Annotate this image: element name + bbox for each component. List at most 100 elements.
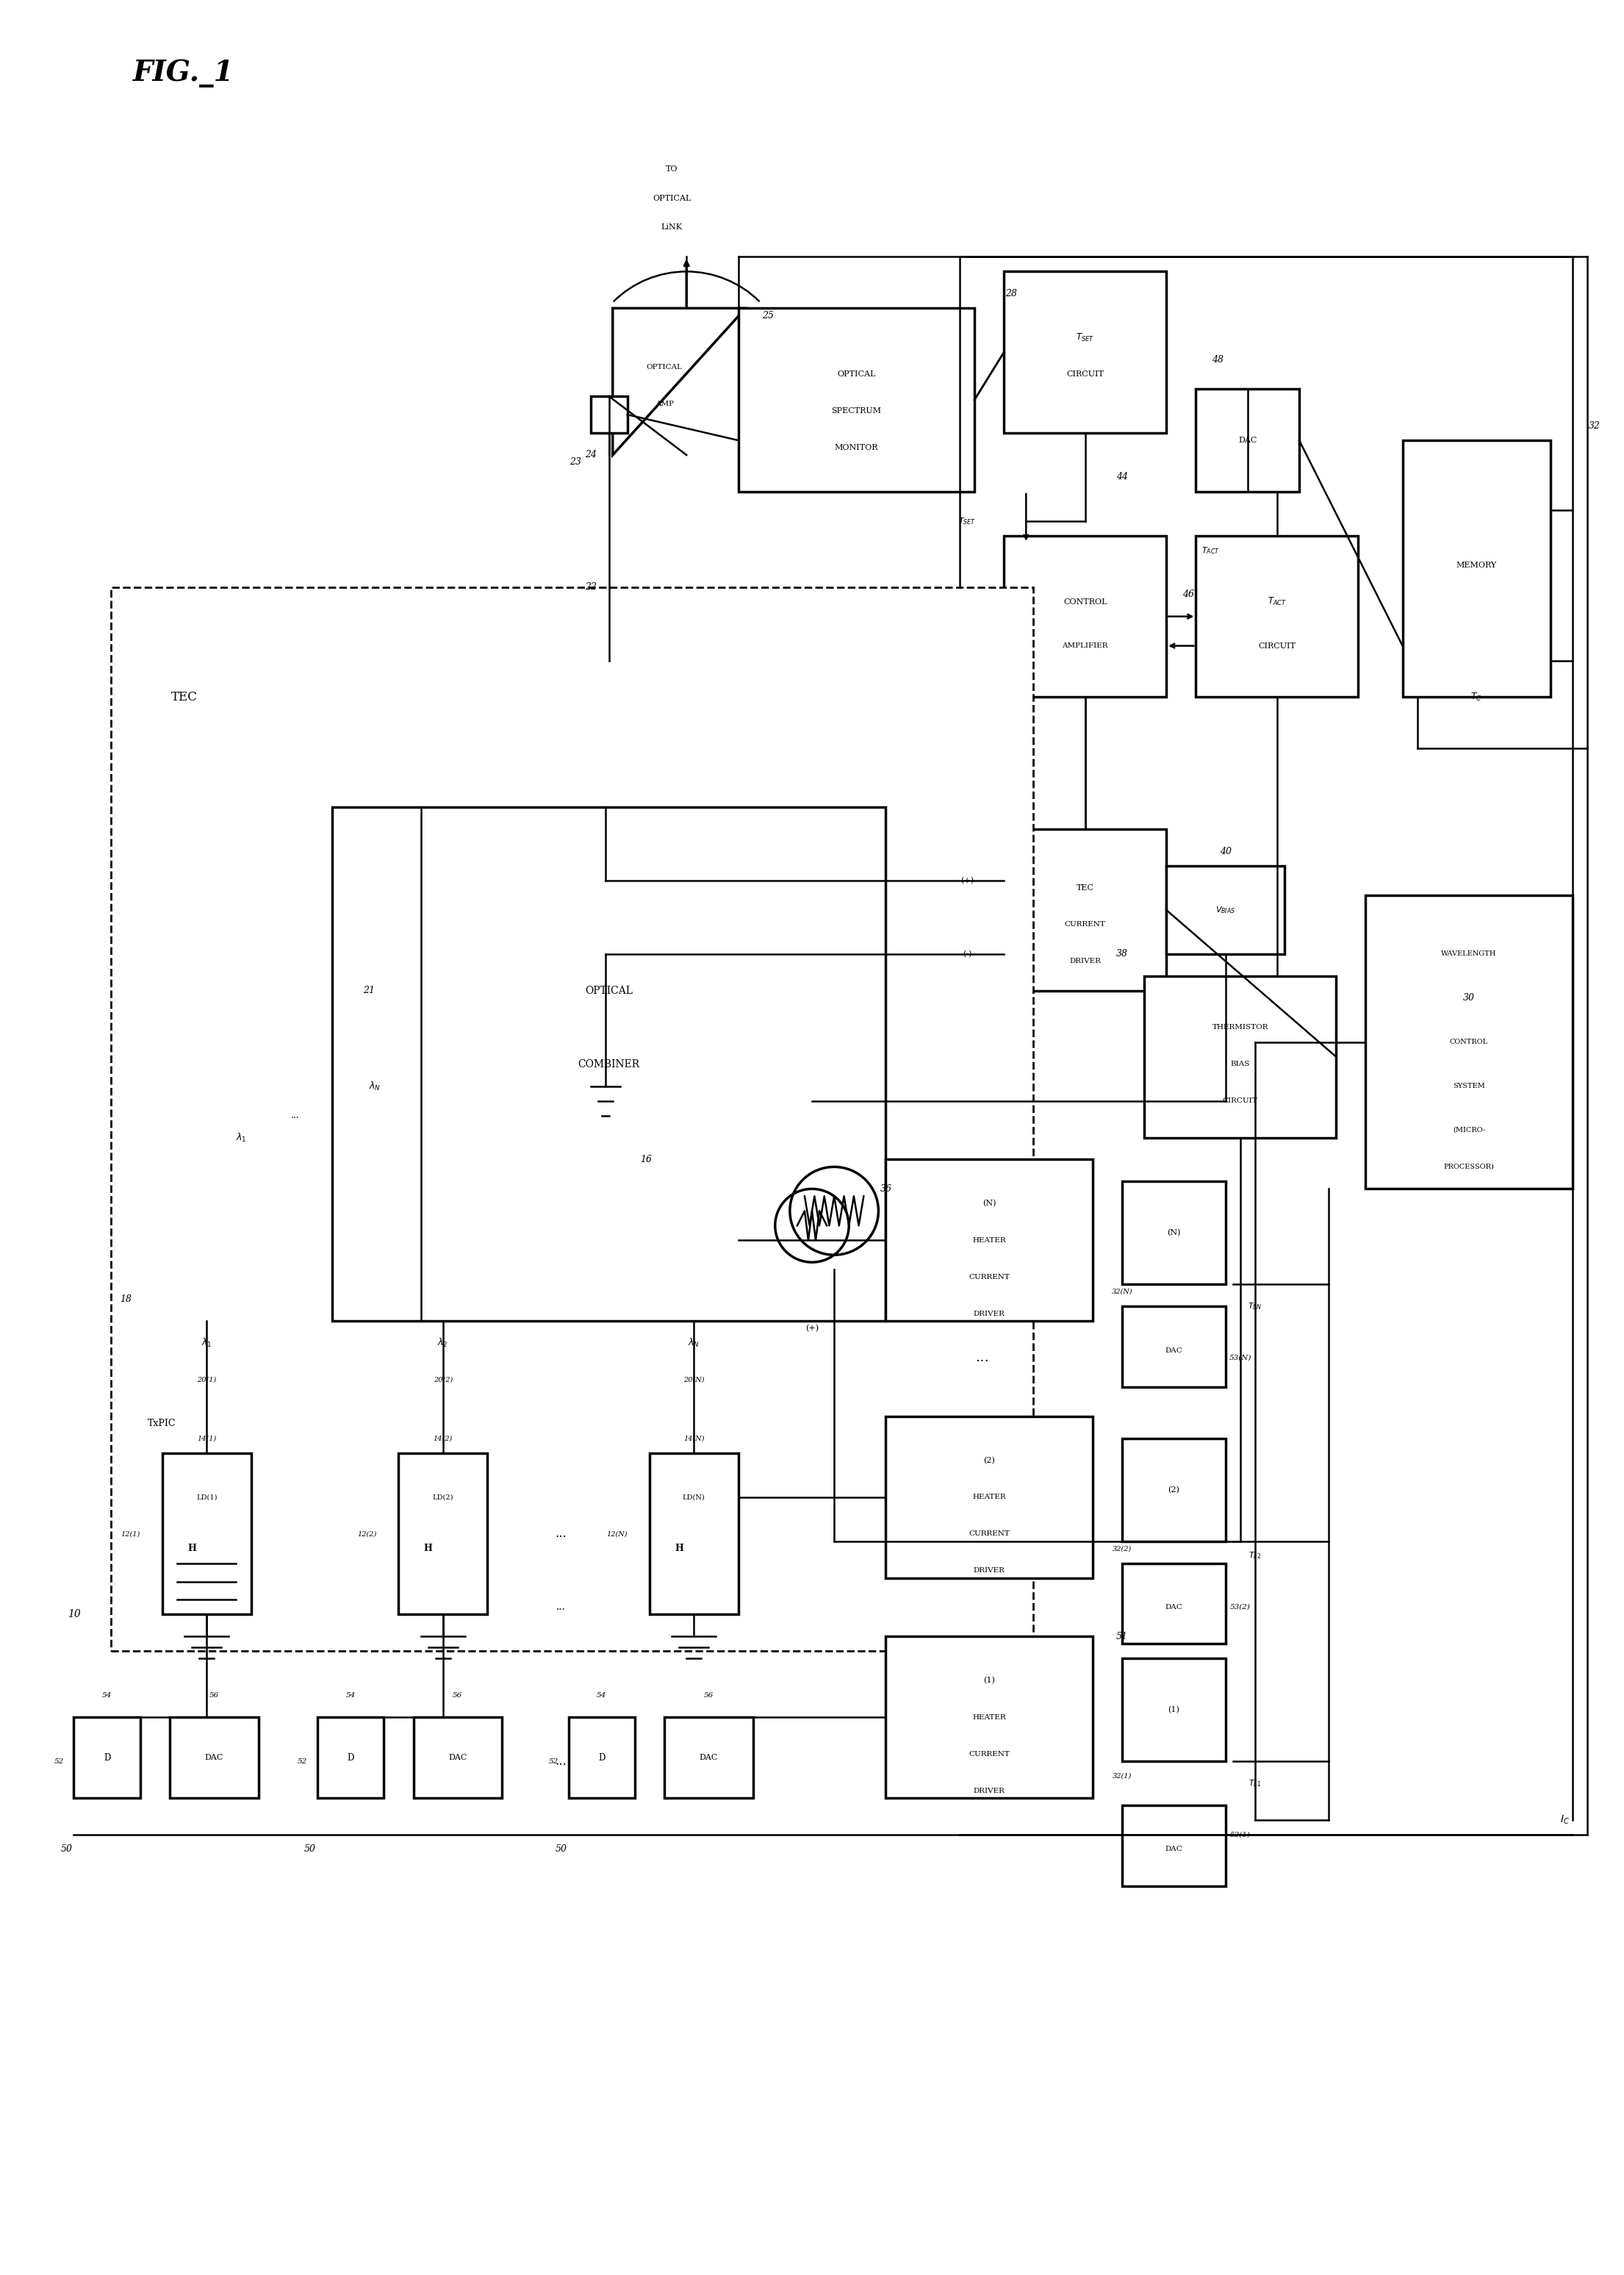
FancyBboxPatch shape xyxy=(1195,389,1299,491)
Text: TO: TO xyxy=(666,166,677,173)
Text: $\lambda_2$: $\lambda_2$ xyxy=(437,1338,448,1349)
Text: 51: 51 xyxy=(1116,1631,1129,1640)
Text: 46: 46 xyxy=(1182,589,1194,598)
Text: SPECTRUM: SPECTRUM xyxy=(831,407,882,414)
Text: DAC: DAC xyxy=(448,1754,468,1761)
Text: MEMORY: MEMORY xyxy=(1457,562,1497,569)
FancyBboxPatch shape xyxy=(885,1160,1093,1322)
FancyBboxPatch shape xyxy=(1004,830,1166,990)
FancyBboxPatch shape xyxy=(333,808,885,1322)
Text: 52: 52 xyxy=(297,1759,307,1765)
Text: (1): (1) xyxy=(983,1677,996,1683)
FancyBboxPatch shape xyxy=(1166,867,1285,953)
Text: WAVELENGTH: WAVELENGTH xyxy=(1440,951,1497,958)
Text: (N): (N) xyxy=(1168,1228,1181,1238)
Text: H: H xyxy=(424,1545,432,1554)
Text: 32(N): 32(N) xyxy=(1111,1288,1132,1294)
Text: 22: 22 xyxy=(585,582,596,592)
Text: DAC: DAC xyxy=(1164,1604,1182,1611)
Text: 25: 25 xyxy=(762,312,773,321)
Text: 38: 38 xyxy=(1116,949,1129,958)
FancyBboxPatch shape xyxy=(739,307,974,491)
Text: ...: ... xyxy=(291,1110,299,1119)
Text: $T_{ACT}$: $T_{ACT}$ xyxy=(1267,596,1286,607)
FancyBboxPatch shape xyxy=(414,1718,502,1797)
Text: $V_{BIAS}$: $V_{BIAS}$ xyxy=(1215,905,1236,915)
Text: DAC: DAC xyxy=(1164,1347,1182,1354)
Text: 56: 56 xyxy=(453,1693,463,1699)
Text: CIRCUIT: CIRCUIT xyxy=(1223,1097,1257,1103)
Text: 52: 52 xyxy=(54,1759,63,1765)
Text: CURRENT: CURRENT xyxy=(968,1274,1010,1281)
Text: 54: 54 xyxy=(102,1693,112,1699)
Text: 54: 54 xyxy=(596,1693,606,1699)
Text: 54: 54 xyxy=(346,1693,356,1699)
Text: 28: 28 xyxy=(1005,289,1017,298)
Text: 18: 18 xyxy=(120,1294,132,1304)
Text: 20(N): 20(N) xyxy=(684,1376,705,1383)
Text: HEATER: HEATER xyxy=(973,1495,1005,1502)
Text: 44: 44 xyxy=(1116,473,1129,482)
Text: $\lambda_N$: $\lambda_N$ xyxy=(689,1338,700,1349)
Text: SYSTEM: SYSTEM xyxy=(1453,1083,1484,1090)
Text: (2): (2) xyxy=(1168,1486,1179,1495)
Text: 52: 52 xyxy=(549,1759,559,1765)
Text: $T_C$: $T_C$ xyxy=(1471,692,1483,703)
Text: 36: 36 xyxy=(880,1183,892,1194)
Text: HEATER: HEATER xyxy=(973,1713,1005,1720)
FancyBboxPatch shape xyxy=(1122,1181,1226,1285)
Text: (N): (N) xyxy=(983,1199,996,1208)
Text: THERMISTOR: THERMISTOR xyxy=(1212,1024,1268,1031)
Text: $T_{SET}$: $T_{SET}$ xyxy=(958,516,976,526)
Text: (+): (+) xyxy=(960,876,974,885)
Text: 23: 23 xyxy=(570,457,581,466)
Text: 14(N): 14(N) xyxy=(684,1436,705,1442)
Text: (1): (1) xyxy=(1168,1706,1179,1713)
Text: H: H xyxy=(674,1545,684,1554)
Text: DAC: DAC xyxy=(205,1754,224,1761)
Text: 30: 30 xyxy=(1463,994,1475,1003)
Text: LD(2): LD(2) xyxy=(432,1495,453,1502)
FancyBboxPatch shape xyxy=(1195,535,1358,696)
Text: 40: 40 xyxy=(1220,846,1231,855)
FancyBboxPatch shape xyxy=(317,1718,383,1797)
Text: $\lambda_1$: $\lambda_1$ xyxy=(201,1338,213,1349)
Text: 50: 50 xyxy=(555,1845,567,1854)
Text: 20(1): 20(1) xyxy=(197,1376,216,1383)
Text: 10: 10 xyxy=(67,1608,80,1620)
Text: CURRENT: CURRENT xyxy=(968,1752,1010,1756)
Text: COMBINER: COMBINER xyxy=(578,1058,640,1069)
Text: CURRENT: CURRENT xyxy=(1065,921,1106,928)
Text: 32(2): 32(2) xyxy=(1112,1545,1132,1552)
Polygon shape xyxy=(612,307,745,455)
Text: $\lambda_1$: $\lambda_1$ xyxy=(235,1131,247,1144)
Text: (-): (-) xyxy=(963,951,971,958)
Text: LiNK: LiNK xyxy=(661,223,682,232)
Text: LD(N): LD(N) xyxy=(682,1495,705,1502)
Text: AMP: AMP xyxy=(654,400,674,407)
FancyBboxPatch shape xyxy=(1145,976,1337,1138)
FancyBboxPatch shape xyxy=(591,396,627,432)
Text: $T_{SET}$: $T_{SET}$ xyxy=(1075,332,1095,344)
FancyBboxPatch shape xyxy=(1122,1806,1226,1886)
FancyBboxPatch shape xyxy=(885,1636,1093,1797)
Text: 48: 48 xyxy=(1212,355,1224,364)
FancyBboxPatch shape xyxy=(398,1454,487,1615)
FancyBboxPatch shape xyxy=(664,1718,754,1797)
Text: $T_{LN}$: $T_{LN}$ xyxy=(1247,1301,1262,1310)
Text: 20(2): 20(2) xyxy=(434,1376,453,1383)
Text: 56: 56 xyxy=(703,1693,713,1699)
Text: LD(1): LD(1) xyxy=(197,1495,218,1502)
Text: (MICRO-: (MICRO- xyxy=(1453,1126,1486,1133)
Text: H: H xyxy=(187,1545,197,1554)
Text: CURRENT: CURRENT xyxy=(968,1531,1010,1538)
Text: 12(1): 12(1) xyxy=(120,1531,140,1538)
Text: 21: 21 xyxy=(364,985,375,996)
Text: 12(N): 12(N) xyxy=(606,1531,627,1538)
Text: (+): (+) xyxy=(806,1324,818,1333)
Text: CIRCUIT: CIRCUIT xyxy=(1067,371,1104,378)
Text: D: D xyxy=(348,1752,354,1763)
Text: CONTROL: CONTROL xyxy=(1064,598,1108,605)
FancyBboxPatch shape xyxy=(1004,271,1166,432)
Text: 32(1): 32(1) xyxy=(1112,1772,1132,1779)
